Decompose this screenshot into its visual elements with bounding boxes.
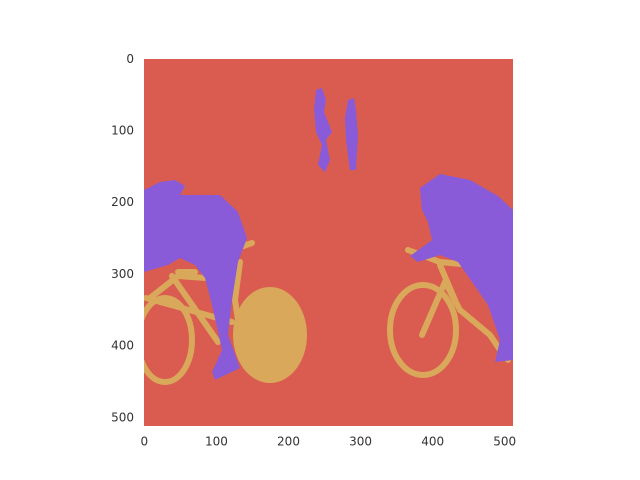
x-tick-label: 200 bbox=[277, 435, 300, 449]
y-tick-label: 200 bbox=[111, 195, 134, 209]
y-tick-label: 500 bbox=[111, 410, 134, 424]
x-tick-label: 400 bbox=[421, 435, 444, 449]
x-tick-label: 100 bbox=[205, 435, 228, 449]
y-tick-label: 0 bbox=[126, 52, 134, 66]
right-bike-frame bbox=[405, 247, 511, 363]
segmentation-image bbox=[144, 59, 513, 426]
left-bike-wheel bbox=[144, 295, 195, 385]
right-rider bbox=[410, 174, 513, 362]
left-bike-frame bbox=[144, 240, 255, 345]
y-tick-label: 300 bbox=[111, 267, 134, 281]
x-tick-label: 300 bbox=[349, 435, 372, 449]
x-tick-label: 0 bbox=[141, 435, 149, 449]
left-bike-front-wheel bbox=[233, 287, 307, 383]
y-tick-label: 400 bbox=[111, 339, 134, 353]
person bbox=[345, 98, 358, 170]
right-bike-wheel bbox=[387, 282, 459, 378]
person bbox=[314, 88, 332, 172]
x-tick-label: 500 bbox=[493, 435, 516, 449]
left-rider bbox=[144, 180, 247, 380]
y-tick-label: 100 bbox=[111, 124, 134, 138]
